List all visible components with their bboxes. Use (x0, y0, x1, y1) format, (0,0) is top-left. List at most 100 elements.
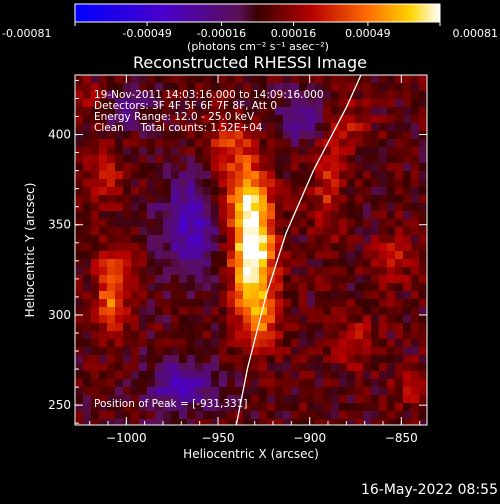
heatmap-cell (227, 163, 235, 171)
heatmap-cell (291, 299, 299, 307)
heatmap-cell (275, 235, 283, 243)
heatmap-cell (251, 371, 259, 379)
heatmap-cell (251, 379, 259, 387)
heatmap-cell (347, 155, 355, 163)
heatmap-cell (163, 315, 171, 323)
heatmap-cell (163, 411, 171, 419)
heatmap-cell (307, 163, 315, 171)
heatmap-cell (139, 123, 147, 131)
heatmap-cell (419, 275, 427, 283)
heatmap-cell (187, 139, 195, 147)
heatmap-cell (211, 83, 219, 91)
heatmap-cell (419, 323, 427, 331)
heatmap-cell (267, 355, 275, 363)
heatmap-cell (251, 315, 259, 323)
heatmap-cell (395, 163, 403, 171)
x-tick-label: −950 (202, 431, 235, 445)
heatmap-cell (155, 107, 163, 115)
heatmap-cell (75, 251, 83, 259)
heatmap-cell (315, 83, 323, 91)
heatmap-cell (299, 331, 307, 339)
x-tick-label: −850 (385, 431, 418, 445)
heatmap-cell (403, 147, 411, 155)
heatmap-cell (323, 131, 331, 139)
heatmap-cell (395, 387, 403, 395)
heatmap-cell (315, 203, 323, 211)
heatmap-cell (355, 307, 363, 315)
heatmap-cell (299, 171, 307, 179)
heatmap-cell (267, 419, 275, 425)
heatmap-cell (251, 235, 259, 243)
heatmap-cell (419, 403, 427, 411)
heatmap-cell (147, 155, 155, 163)
heatmap-cell (211, 283, 219, 291)
heatmap-cell (371, 275, 379, 283)
heatmap-cell (291, 339, 299, 347)
y-tick-label: 300 (48, 308, 71, 322)
heatmap-cell (411, 307, 419, 315)
heatmap-cell (107, 259, 115, 267)
heatmap-cell (131, 283, 139, 291)
heatmap-cell (371, 347, 379, 355)
heatmap-cell (99, 75, 107, 83)
heatmap-cell (331, 323, 339, 331)
heatmap-cell (171, 307, 179, 315)
heatmap-cell (259, 395, 267, 403)
heatmap-cell (275, 123, 283, 131)
heatmap-cell (411, 91, 419, 99)
heatmap-cell (227, 139, 235, 147)
heatmap-cell (155, 371, 163, 379)
heatmap-cell (99, 291, 107, 299)
heatmap-cell (379, 147, 387, 155)
heatmap-cell (315, 323, 323, 331)
heatmap-cell (195, 379, 203, 387)
heatmap-cell (323, 251, 331, 259)
heatmap-cell (347, 299, 355, 307)
heatmap-cell (195, 211, 203, 219)
heatmap-cell (275, 363, 283, 371)
heatmap-cell (379, 299, 387, 307)
heatmap-cell (243, 363, 251, 371)
heatmap-cell (179, 187, 187, 195)
heatmap-cell (283, 179, 291, 187)
heatmap-cell (355, 187, 363, 195)
heatmap-cell (163, 355, 171, 363)
heatmap-cell (155, 259, 163, 267)
heatmap-cell (419, 219, 427, 227)
heatmap-cell (203, 107, 211, 115)
heatmap-cell (243, 347, 251, 355)
heatmap-cell (315, 115, 323, 123)
heatmap-cell (171, 259, 179, 267)
heatmap-cell (75, 235, 83, 243)
heatmap-cell (91, 363, 99, 371)
heatmap-cell (363, 155, 371, 163)
heatmap-cell (307, 195, 315, 203)
heatmap-cell (139, 339, 147, 347)
heatmap-cell (227, 179, 235, 187)
heatmap-cell (419, 395, 427, 403)
heatmap-cell (83, 331, 91, 339)
heatmap-cell (331, 387, 339, 395)
heatmap-cell (323, 187, 331, 195)
heatmap-cell (379, 331, 387, 339)
heatmap-cell (363, 211, 371, 219)
heatmap-cell (403, 75, 411, 83)
heatmap-cell (203, 299, 211, 307)
heatmap-cell (411, 331, 419, 339)
heatmap-cell (195, 283, 203, 291)
heatmap-cell (131, 299, 139, 307)
heatmap-cell (155, 339, 163, 347)
heatmap-cell (283, 403, 291, 411)
heatmap-cell (419, 179, 427, 187)
heatmap-cell (83, 107, 91, 115)
heatmap-cell (395, 179, 403, 187)
heatmap-cell (419, 283, 427, 291)
heatmap-cell (379, 395, 387, 403)
heatmap-cell (83, 275, 91, 283)
heatmap-cell (107, 283, 115, 291)
heatmap-cell (275, 411, 283, 419)
heatmap-cell (107, 219, 115, 227)
heatmap-cell (211, 371, 219, 379)
heatmap-cell (363, 347, 371, 355)
heatmap-cell (403, 379, 411, 387)
